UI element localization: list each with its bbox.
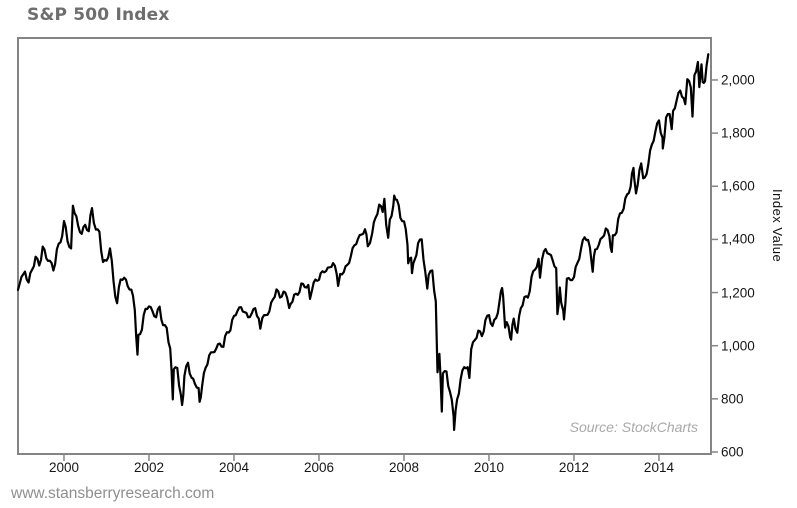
x-tick-label: 2002 — [133, 460, 164, 475]
plot-border — [17, 37, 712, 455]
y-axis-title: Index Value — [770, 189, 785, 263]
axis-tick-marks — [63, 79, 718, 461]
x-tick-label: 2012 — [558, 460, 589, 475]
y-tick-label: 1,400 — [721, 231, 755, 247]
y-tick-label: 800 — [721, 391, 744, 407]
y-tick-label: 1,200 — [721, 285, 755, 301]
x-tick-label: 2014 — [643, 460, 674, 475]
y-tick-label: 1,000 — [721, 338, 755, 354]
x-tick-label: 2004 — [218, 460, 249, 475]
source-note: Source: StockCharts — [569, 419, 698, 435]
y-tick-label: 600 — [721, 444, 744, 460]
y-tick-label: 1,600 — [721, 178, 755, 194]
x-tick-label: 2010 — [473, 460, 504, 475]
x-tick-label: 2008 — [388, 460, 419, 475]
chart-title: S&P 500 Index — [27, 5, 170, 25]
x-tick-label: 2006 — [303, 460, 334, 475]
y-tick-label: 2,000 — [721, 72, 755, 88]
footer-url: www.stansberryresearch.com — [11, 485, 215, 502]
y-tick-label: 1,800 — [721, 125, 755, 141]
x-tick-label: 2000 — [48, 460, 79, 475]
price-line — [16, 53, 710, 431]
